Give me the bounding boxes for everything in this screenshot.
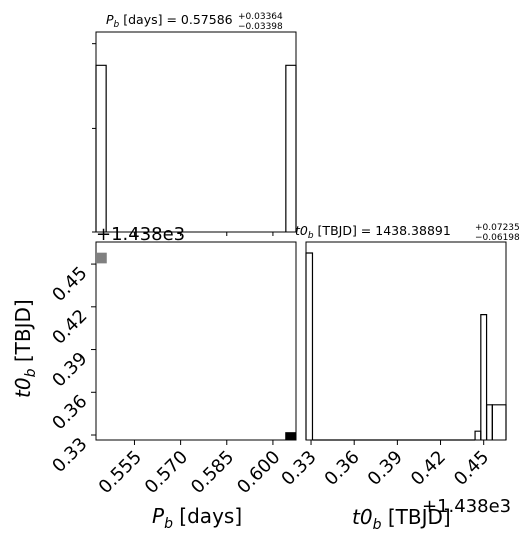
t0-hist-bin-4 — [485, 404, 493, 440]
t0-hist-bars — [305, 252, 507, 441]
joint-xlabel: Pb [days] — [152, 504, 242, 532]
joint-cell-0 — [96, 252, 107, 264]
pb-hist-bin-1 — [285, 64, 297, 232]
pb-title-minus: −0.03398 — [238, 22, 283, 32]
t0-title-unit: [TBJD] = 1438.38891 — [314, 223, 451, 238]
t0-xtick-label-0: 0.33 — [277, 447, 320, 490]
t0-xlabel: t0b [TBJD] — [352, 505, 451, 533]
t0-xtick-label-3: 0.42 — [407, 447, 450, 490]
pb-hist-bin-0 — [95, 64, 107, 232]
joint-xlabel-unit: [days] — [173, 504, 242, 528]
joint-ytick-label-3: 0.42 — [48, 305, 91, 348]
pb-hist-frame — [95, 31, 297, 233]
joint-xlabel-sub: b — [164, 516, 173, 532]
t0-hist-bin-2 — [474, 430, 482, 440]
joint-ytick-label-1: 0.36 — [48, 391, 91, 434]
joint-xtick-label-0: 0.555 — [95, 447, 146, 498]
t0-title-sub: b — [308, 231, 314, 241]
joint-ytick-label-0: 0.33 — [48, 434, 91, 477]
joint-yticks: 0.330.360.390.420.45 — [48, 263, 96, 477]
joint-offset-label: +1.438e3 — [96, 224, 185, 245]
pb-title-unit: [days] = 0.57586 — [119, 12, 232, 27]
pb-title-sub: b — [114, 20, 120, 30]
pb-hist-ticks — [92, 43, 274, 236]
t0-hist-xticks: 0.33 0.36 0.39 0.42 0.45 — [277, 440, 493, 490]
joint-frame — [95, 241, 297, 441]
t0-xtick-label-1: 0.36 — [321, 447, 364, 490]
joint-ytick-label-2: 0.39 — [48, 348, 91, 391]
pb-title-plus: +0.03364 — [238, 12, 283, 22]
t0-hist-title: t0b [TBJD] = 1438.38891 — [295, 223, 451, 241]
t0-title-plus: +0.07235 — [475, 223, 520, 233]
t0-hist-frame — [305, 241, 507, 441]
t0-title-main: t0 — [295, 223, 308, 238]
pb-title-main: P — [106, 12, 114, 27]
joint-xtick-label-2: 0.585 — [187, 447, 238, 498]
t0-hist-bin-5 — [491, 404, 507, 440]
joint-ylabel: t0b [TBJD] — [11, 299, 39, 398]
joint-cells — [96, 252, 296, 440]
t0-title-minus: −0.06198 — [475, 233, 520, 243]
t0-offset-label: +1.438e3 — [422, 496, 511, 517]
joint-xlabel-main: P — [152, 504, 165, 528]
joint-xtick-label-3: 0.600 — [233, 447, 284, 498]
t0-xlabel-unit: [TBJD] — [381, 505, 450, 529]
t0-hist-bin-0 — [305, 252, 314, 440]
joint-ytick-label-4: 0.45 — [48, 263, 91, 306]
t0-xlabel-main: t0 — [352, 505, 373, 529]
t0-hist-bin-3 — [480, 314, 488, 440]
joint-xtick-label-1: 0.570 — [141, 447, 192, 498]
joint-ylabel-main: t0 — [11, 377, 35, 398]
joint-cell-1 — [285, 432, 296, 440]
pb-hist-bars — [95, 64, 297, 232]
t0-xtick-label-4: 0.45 — [450, 447, 493, 490]
joint-ylabel-unit: [TBJD] — [11, 299, 35, 368]
joint-ylabel-sub: b — [23, 368, 39, 377]
t0-xlabel-sub: b — [373, 517, 382, 533]
pb-hist-title: Pb [days] = 0.57586 — [106, 12, 233, 30]
t0-xtick-label-2: 0.39 — [364, 447, 407, 490]
